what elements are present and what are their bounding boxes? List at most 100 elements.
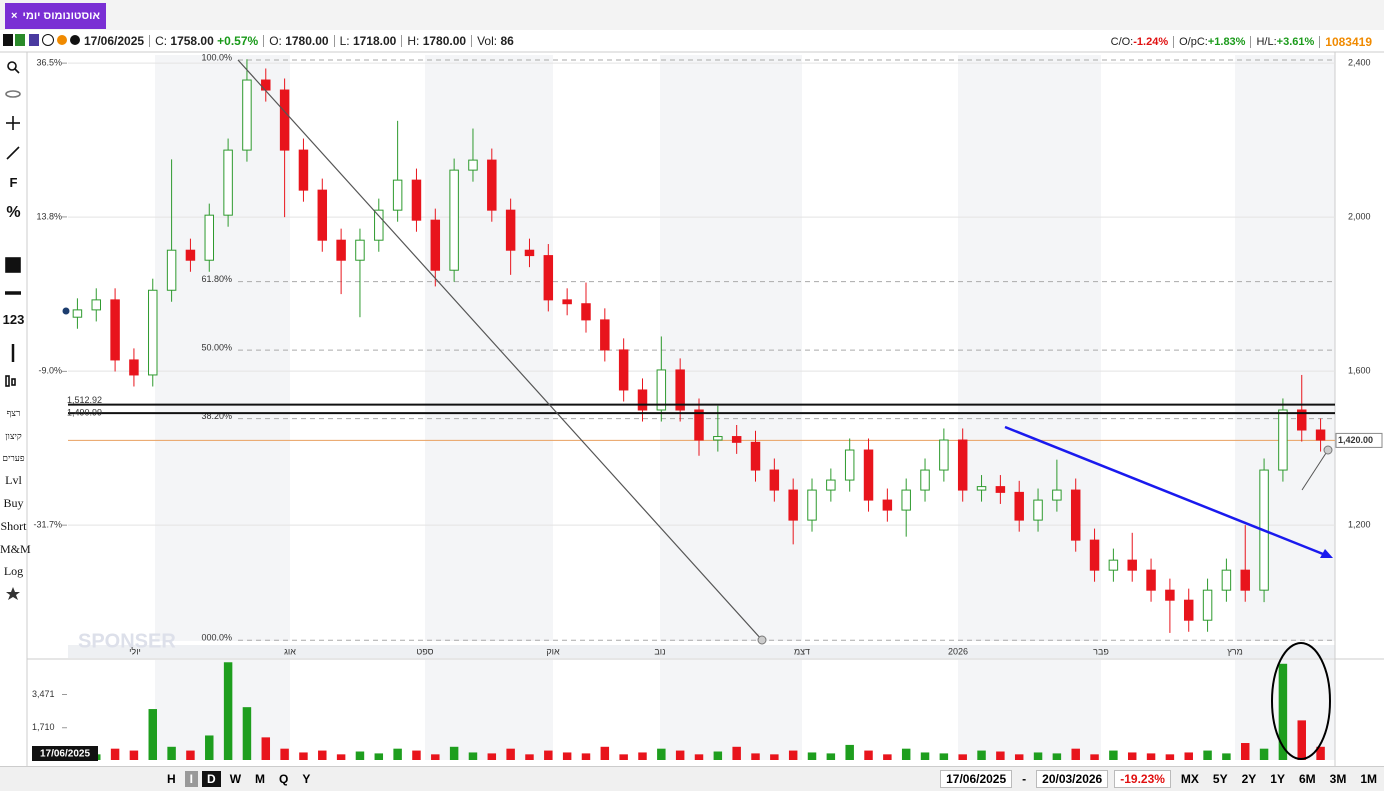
volume-bar [186,750,195,760]
volume-bar [1259,748,1269,760]
volume-bar [1316,746,1325,760]
bottom-bar: H I D W M Q Y 17/06/2025-20/03/2026 -19.23% MX 5Y 2… [0,766,1384,791]
tool-button[interactable]: F [9,175,18,190]
tool-button[interactable]: Lvl [5,473,22,487]
x-tick-label: פבר [1093,646,1109,656]
x-tick-label: נוב [654,646,665,656]
interval-button[interactable]: Q [279,772,289,786]
volume-bar [807,752,817,760]
x-tick-label: 2026 [948,646,968,656]
tab[interactable]: × אוסטונומוס יומי [5,3,106,29]
tool-button[interactable]: % [6,204,21,221]
month-band [958,660,1101,760]
volume-bar [675,750,685,760]
range-button[interactable]: MX [1180,772,1199,786]
candle-body [769,469,780,491]
candle-body [1202,589,1213,621]
quote-header: 17/06/2025 C: 1758.00 +0.57% O: 1780.00 … [84,33,514,49]
range-button[interactable]: 1Y [1270,772,1285,786]
candle-body [129,359,139,376]
end-date[interactable]: 20/03/2026 [1036,770,1109,788]
candle-body [449,169,459,271]
candle-body [882,499,893,511]
candle-body [976,486,987,491]
open-label: O: [269,34,282,48]
tool-button[interactable]: Short [0,519,27,533]
range-button[interactable]: 6M [1298,772,1316,786]
interval-button[interactable]: D [202,771,221,787]
volume-bar [619,754,628,760]
candle-body [675,369,685,411]
stat-value: -1.24% [1133,36,1169,48]
volume-bar [1241,743,1250,760]
tool-button[interactable]: 123 [2,312,25,327]
candle-body [1089,539,1100,571]
high: 1780.00 [422,34,467,48]
fib-label: 38.20% [201,411,232,421]
volume-bar [129,750,139,760]
volume-bar [487,753,497,760]
y2-tick-label: 36.5% [36,58,62,68]
candle-body [581,303,591,321]
volume-label: Vol: [477,34,498,48]
interval-button[interactable]: M [255,772,266,786]
volume-bar [318,750,327,760]
volume-bar [977,750,986,760]
range-button[interactable]: 5Y [1212,772,1228,786]
candle-body [110,299,120,361]
start-date[interactable]: 17/06/2025 [940,770,1013,788]
candle-body [826,479,836,491]
candle-body [1146,569,1156,591]
tool-button[interactable]: רצף [6,408,21,418]
volume-bar [939,753,949,760]
cursor-date: 17/06/2025 [40,749,90,760]
tool-button[interactable]: קיצון [5,431,22,441]
candle-body [600,319,610,351]
month-band [660,660,802,760]
stat-value: +3.61% [1276,36,1315,48]
volume-bar [412,750,421,760]
candle-body [1165,589,1175,601]
volume-bar [657,748,666,760]
candle-body [844,449,855,481]
volume-bar [431,754,440,760]
volume-bar [1014,754,1024,760]
volume-bar [167,746,176,760]
candle-body [1127,559,1137,571]
candle-body [72,309,83,318]
interval-button[interactable]: H [167,772,176,786]
interval-button[interactable]: Y [302,772,311,786]
tool-button[interactable]: M&M [0,542,31,556]
candle-body [807,489,817,521]
tool-button[interactable]: Log [3,564,24,578]
y2-tick-label: 13.8% [36,211,62,221]
range-button[interactable]: 1M [1360,772,1377,786]
stat-label: C/O: [1110,36,1134,48]
candle-body [1033,499,1043,521]
volume-bar [110,748,120,760]
candle-body [1221,569,1232,591]
range-button[interactable]: 2Y [1241,772,1257,786]
volume-bar [996,751,1005,760]
range-button[interactable]: 3M [1329,772,1347,786]
volume-bar [751,753,760,760]
candle-body [242,79,252,151]
toolbar-icons [5,61,21,600]
tool-button[interactable]: פערים [2,453,25,463]
interval-button[interactable]: I [184,771,199,787]
volume-bar [826,753,836,760]
tool-button[interactable]: Buy [3,496,24,510]
candle-body [957,439,968,491]
candle-body [166,249,177,291]
y-tick-label: 2,400 [1348,57,1371,67]
candle-body [298,149,309,191]
tab-close[interactable]: × [11,10,18,22]
period-change: -19.23% [1114,770,1171,788]
fib-label: 000.0% [201,633,232,643]
volume-bar [1033,752,1043,760]
interval-button[interactable]: W [229,772,242,786]
volume-bar [770,754,779,760]
stat-label: H/L: [1256,36,1277,48]
volume-bar [600,746,610,760]
header-icons [3,34,80,46]
